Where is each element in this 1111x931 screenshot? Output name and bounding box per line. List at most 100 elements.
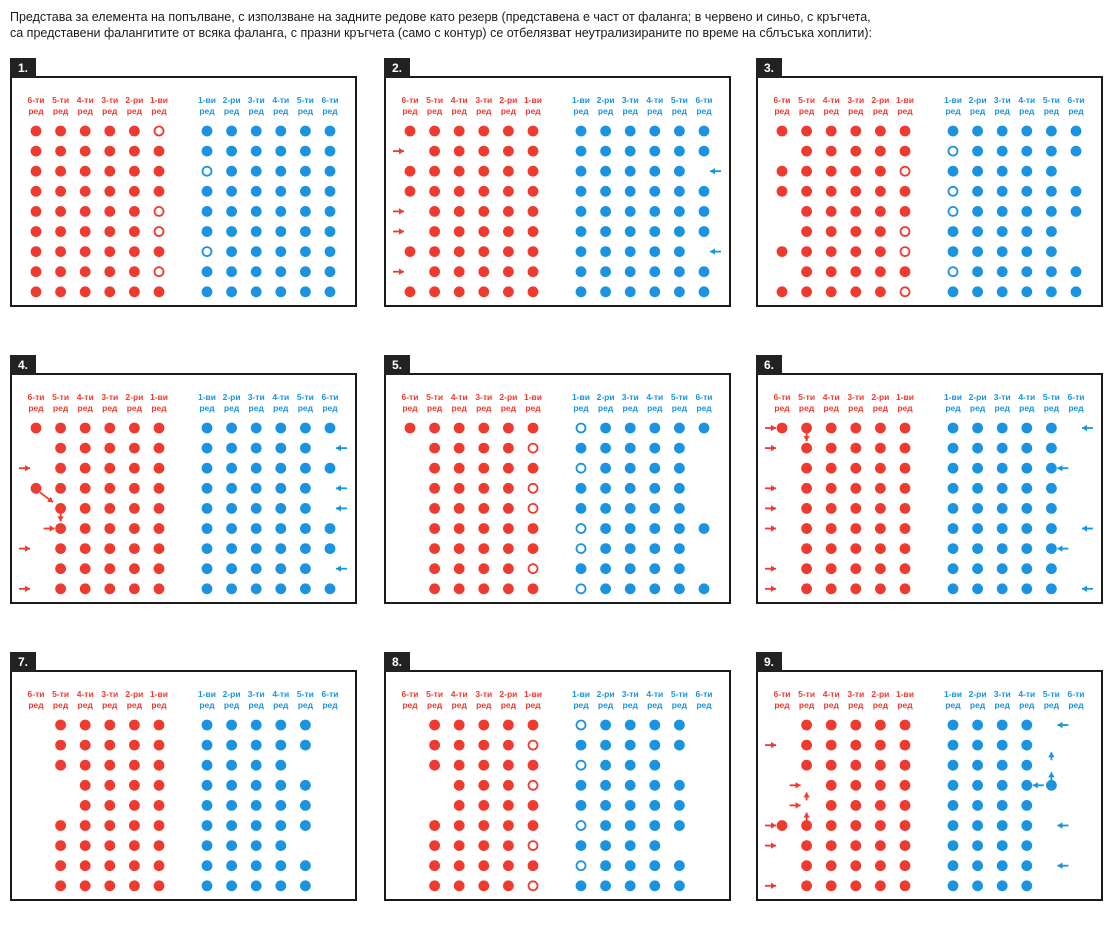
blue-hoplite [624,206,636,217]
blue-rank-label: 5-ти [1043,95,1060,105]
blue-hoplite [1021,246,1033,257]
blue-hoplite [250,165,262,177]
red-hoplite [850,840,862,851]
blue-hoplite-neutralized [575,422,587,434]
red-hoplite [79,563,91,575]
red-hoplite [153,442,165,454]
blue-rank-label: 6-ти [322,689,339,699]
blue-rank-label: 5-ти [671,95,688,105]
blue-hoplite [600,185,611,197]
movement-arrow [1082,424,1093,432]
blue-hoplite [698,145,710,157]
red-hoplite [825,523,837,534]
blue-hoplite [1021,779,1033,791]
blue-hoplite [226,759,238,771]
blue-hoplite [1046,206,1057,217]
red-hoplite [79,719,91,731]
red-rank-label: 1-ви [524,689,542,699]
red-hoplite [30,246,42,257]
red-hoplite [899,145,911,157]
blue-hoplite [1046,523,1057,534]
formation-diagram: 6-тиред5-тиред4-тиред3-тиред2-риред1-вир… [28,689,339,892]
formation-diagram: 6-тиред5-тиред4-тиред3-тиред2-риред1-вир… [393,95,721,298]
blue-hoplite [649,422,661,434]
blue-rank-label-suffix: ред [1068,403,1084,413]
red-rank-label-suffix: ред [774,106,790,116]
red-hoplite [129,779,140,791]
movement-arrow [710,168,721,175]
red-hoplite-neutralized [153,226,165,237]
blue-hoplite [649,286,661,298]
red-hoplite [801,462,812,474]
blue-hoplite [250,125,262,137]
red-hoplite [503,800,514,811]
red-hoplite [850,543,862,554]
blue-rank-label-suffix: ред [945,403,961,413]
blue-hoplite [324,266,336,278]
red-hoplite [503,482,514,494]
red-hoplite [153,820,165,831]
blue-rank-label: 6-ти [1068,392,1085,402]
blue-hoplite [250,719,262,731]
blue-rank-label: 5-ти [671,392,688,402]
red-rank-label: 6-ти [28,392,45,402]
red-rank-label: 2-ри [499,392,517,402]
blue-hoplite [201,840,213,851]
blue-hoplite [300,820,311,831]
red-hoplite [875,800,886,811]
blue-rank-label-suffix: ред [322,106,338,116]
red-rank-label-suffix: ред [151,700,167,710]
blue-hoplite [600,462,611,474]
red-hoplite [55,543,66,554]
blue-hoplite [674,880,685,892]
blue-hoplite [649,125,661,137]
blue-hoplite [674,719,685,731]
blue-hoplite [996,226,1008,237]
blue-rank-label: 1-ви [944,689,962,699]
red-hoplite [79,880,91,892]
blue-hoplite-neutralized [575,523,587,534]
movement-arrow [1032,782,1044,789]
blue-hoplite [226,840,238,851]
red-hoplite [104,165,116,177]
blue-hoplite [996,800,1008,811]
red-rank-label: 2-ри [871,392,889,402]
blue-hoplite [947,860,959,872]
blue-rank-label: 4-ти [272,95,289,105]
blue-hoplite [1046,543,1057,554]
red-hoplite [527,583,539,595]
blue-hoplite [649,583,661,595]
red-hoplite [129,820,140,831]
red-hoplite-neutralized [899,286,911,298]
blue-rank-label: 6-ти [1068,689,1085,699]
blue-hoplite [1021,185,1033,197]
blue-hoplite [649,779,661,791]
red-rank-label-suffix: ред [402,700,418,710]
red-hoplite [850,125,862,137]
blue-hoplite [201,206,213,217]
blue-hoplite [575,165,587,177]
blue-rank-label: 6-ти [696,95,713,105]
blue-hoplite [996,583,1008,595]
red-rank-label-suffix: ред [452,106,468,116]
blue-hoplite [226,145,238,157]
blue-rank-label: 4-ти [272,392,289,402]
blue-rank-label-suffix: ред [995,700,1011,710]
red-hoplite [875,583,886,595]
red-rank-label-suffix: ред [525,700,541,710]
blue-hoplite [972,442,983,454]
blue-hoplite [1021,820,1033,831]
red-hoplite [825,125,837,137]
blue-hoplite [226,880,238,892]
red-hoplite [104,125,116,137]
blue-hoplite [300,860,311,872]
red-hoplite-neutralized [527,482,539,494]
blue-rank-label: 1-ви [944,392,962,402]
red-hoplite [79,840,91,851]
blue-hoplite [996,125,1008,137]
blue-hoplite [275,800,287,811]
blue-hoplite [600,583,611,595]
red-rank-label: 3-ти [475,95,492,105]
movement-arrow [336,485,347,492]
blue-hoplite [972,820,983,831]
